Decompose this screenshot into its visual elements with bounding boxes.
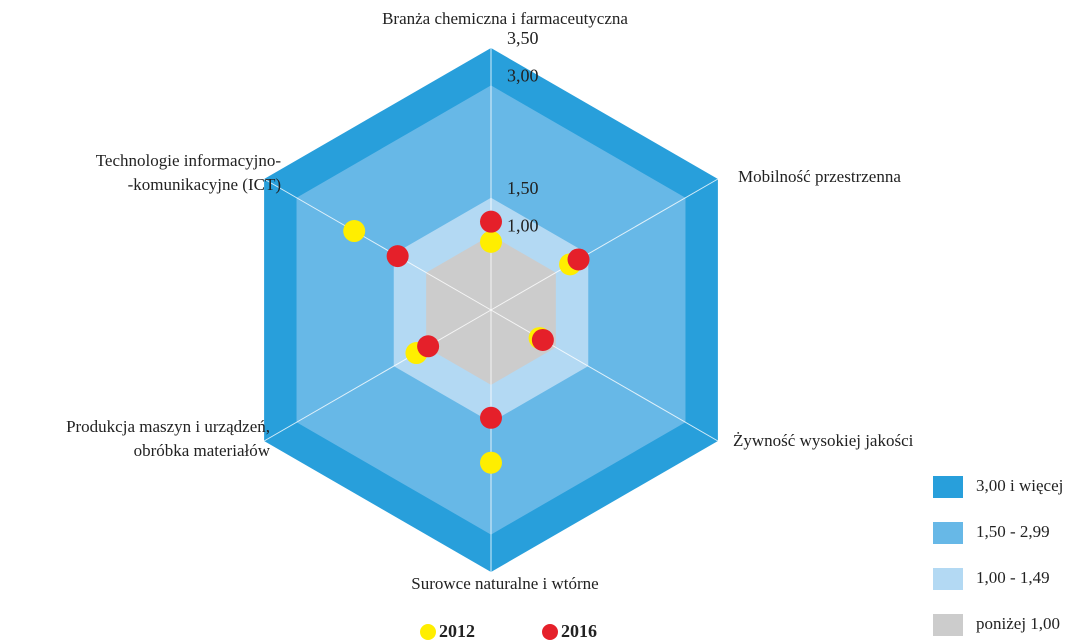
r-tick-label: 3,00 — [507, 66, 539, 86]
data-point — [480, 210, 502, 233]
legend-swatch — [933, 476, 963, 498]
r-tick-label: 1,00 — [507, 215, 539, 235]
legend-marker — [542, 624, 558, 640]
data-point — [386, 245, 409, 268]
legend-swatch — [933, 522, 963, 544]
data-point — [480, 406, 502, 429]
category-label: Żywność wysokiej jakości — [733, 431, 914, 450]
data-point — [567, 248, 590, 271]
category-label: Branża chemiczna i farmaceutyczna — [382, 9, 628, 28]
legend-label: 2016 — [561, 621, 597, 641]
r-tick-label: 1,50 — [507, 178, 539, 198]
spoke — [263, 178, 492, 311]
legend-label: 1,00 - 1,49 — [976, 568, 1050, 587]
legend-label: 3,00 i więcej — [976, 476, 1063, 495]
legend-label: poniżej 1,00 — [976, 614, 1060, 633]
spoke — [263, 309, 492, 442]
category-label: -komunikacyjne (ICT) — [128, 175, 281, 194]
legend-marker — [420, 624, 436, 640]
legend-label: 2012 — [439, 621, 475, 641]
spoke — [490, 309, 719, 442]
category-label: obróbka materiałów — [134, 441, 271, 460]
category-label: Produkcja maszyn i urządzeń, — [66, 417, 270, 436]
spoke — [490, 178, 719, 311]
data-point — [343, 220, 366, 243]
data-point — [531, 328, 554, 351]
r-tick-label: 3,50 — [507, 28, 539, 48]
category-label: Technologie informacyjno- — [96, 151, 282, 170]
legend-swatch — [933, 568, 963, 590]
data-point — [480, 451, 502, 474]
legend-swatch — [933, 614, 963, 636]
legend-label: 1,50 - 2,99 — [976, 522, 1050, 541]
data-point — [417, 335, 440, 358]
data-point — [480, 230, 502, 253]
category-label: Mobilność przestrzenna — [738, 167, 901, 186]
category-label: Surowce naturalne i wtórne — [411, 574, 598, 593]
